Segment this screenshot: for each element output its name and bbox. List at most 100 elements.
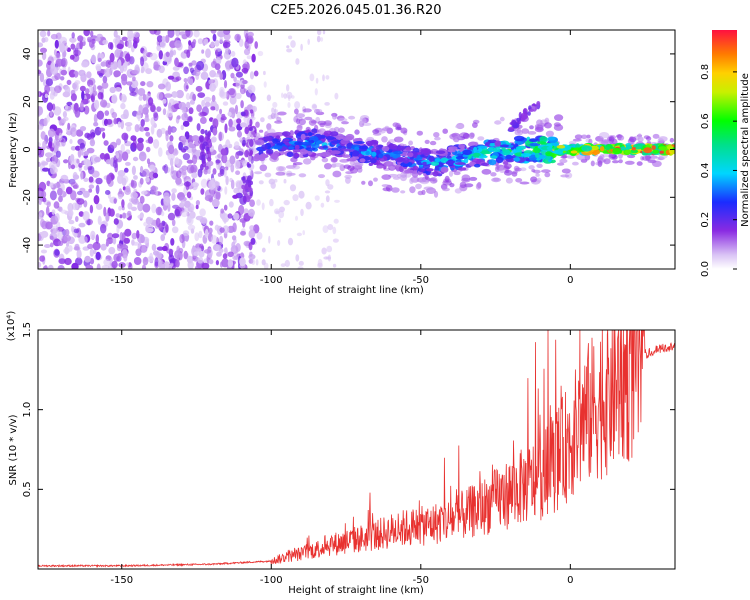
signal-blob — [272, 145, 283, 150]
noise-blob — [143, 221, 148, 227]
signal-blob — [342, 135, 354, 141]
noise-blob — [100, 61, 106, 67]
noise-blob — [234, 141, 240, 149]
noise-blob — [110, 174, 115, 180]
noise-blob — [143, 117, 150, 123]
signal-blob — [589, 145, 599, 151]
noise-blob — [223, 30, 231, 35]
noise-blob — [327, 254, 331, 262]
signal-blob — [515, 146, 522, 152]
signal-blob — [340, 148, 351, 152]
signal-blob — [294, 153, 300, 157]
signal-halo-blob — [629, 136, 634, 141]
signal-blob — [387, 143, 398, 150]
vertical-structure-blob — [204, 129, 208, 136]
noise-blob — [298, 190, 305, 199]
signal-halo-blob — [429, 140, 437, 146]
noise-blob — [243, 48, 251, 56]
noise-blob — [230, 179, 235, 190]
noise-blob — [183, 82, 189, 92]
noise-blob — [200, 178, 208, 188]
noise-blob — [120, 93, 127, 103]
noise-blob — [66, 101, 73, 106]
noise-blob — [43, 36, 49, 43]
noise-blob — [124, 167, 129, 173]
noise-blob — [139, 244, 148, 253]
noise-blob — [167, 125, 172, 135]
noise-blob — [38, 106, 44, 116]
signal-blob — [435, 150, 446, 154]
noise-blob — [156, 92, 164, 101]
noise-blob — [153, 112, 159, 122]
signal-blob — [405, 147, 411, 151]
noise-blob — [186, 191, 192, 199]
noise-blob — [73, 102, 79, 112]
noise-blob — [223, 41, 231, 49]
noise-blob — [215, 57, 222, 65]
signal-halo-blob — [544, 122, 552, 129]
noise-blob — [121, 132, 129, 141]
noise-blob — [99, 53, 104, 60]
noise-blob — [156, 44, 161, 52]
noise-blob — [47, 128, 56, 138]
secondary-trace-blob — [518, 111, 522, 119]
noise-blob — [256, 232, 263, 240]
noise-blob — [89, 84, 93, 94]
noise-blob — [172, 66, 180, 71]
noise-blob — [210, 41, 215, 48]
noise-blob — [165, 51, 170, 58]
noise-blob — [140, 119, 145, 127]
noise-blob — [179, 196, 187, 202]
noise-blob — [140, 56, 145, 67]
noise-blob — [180, 210, 189, 218]
noise-blob — [84, 236, 88, 244]
noise-blob — [105, 240, 109, 247]
noise-blob — [92, 84, 97, 92]
signal-halo-blob — [469, 176, 478, 181]
signal-blob — [440, 157, 449, 163]
noise-blob — [80, 149, 84, 156]
noise-blob — [69, 37, 77, 43]
noise-blob — [233, 187, 239, 194]
signal-halo-blob — [601, 139, 610, 143]
noise-blob — [126, 81, 133, 86]
noise-blob — [131, 69, 139, 74]
spectrogram-y-tick-label: 0 — [22, 146, 33, 152]
vertical-structure-blob — [204, 165, 209, 170]
noise-blob — [57, 116, 61, 121]
noise-blob — [93, 113, 98, 124]
signal-blob — [397, 145, 406, 151]
signal-blob — [575, 143, 580, 149]
noise-blob — [89, 204, 94, 214]
noise-blob — [235, 170, 241, 175]
vertical-structure-blob — [240, 111, 246, 117]
noise-blob — [91, 54, 97, 64]
signal-halo-blob — [415, 183, 422, 190]
noise-blob — [234, 159, 241, 170]
noise-blob — [234, 104, 239, 115]
noise-blob — [201, 99, 206, 107]
noise-blob — [137, 201, 144, 212]
noise-blob — [288, 35, 293, 40]
noise-blob — [242, 79, 248, 85]
noise-blob — [167, 212, 176, 221]
noise-blob — [191, 145, 196, 154]
signal-halo-blob — [278, 166, 286, 172]
noise-blob — [115, 151, 120, 159]
noise-blob — [128, 33, 135, 38]
signal-blob — [513, 157, 521, 162]
noise-blob — [195, 85, 203, 92]
noise-blob — [78, 162, 83, 168]
noise-blob — [225, 47, 231, 55]
noise-blob — [286, 84, 290, 92]
noise-blob — [59, 43, 65, 53]
signal-halo-blob — [581, 134, 588, 140]
signal-halo-blob — [395, 126, 402, 131]
signal-halo-blob — [590, 160, 595, 167]
noise-blob — [167, 30, 175, 38]
noise-blob — [287, 94, 291, 102]
noise-blob — [82, 211, 90, 221]
noise-blob — [237, 130, 242, 138]
noise-blob — [154, 257, 159, 267]
